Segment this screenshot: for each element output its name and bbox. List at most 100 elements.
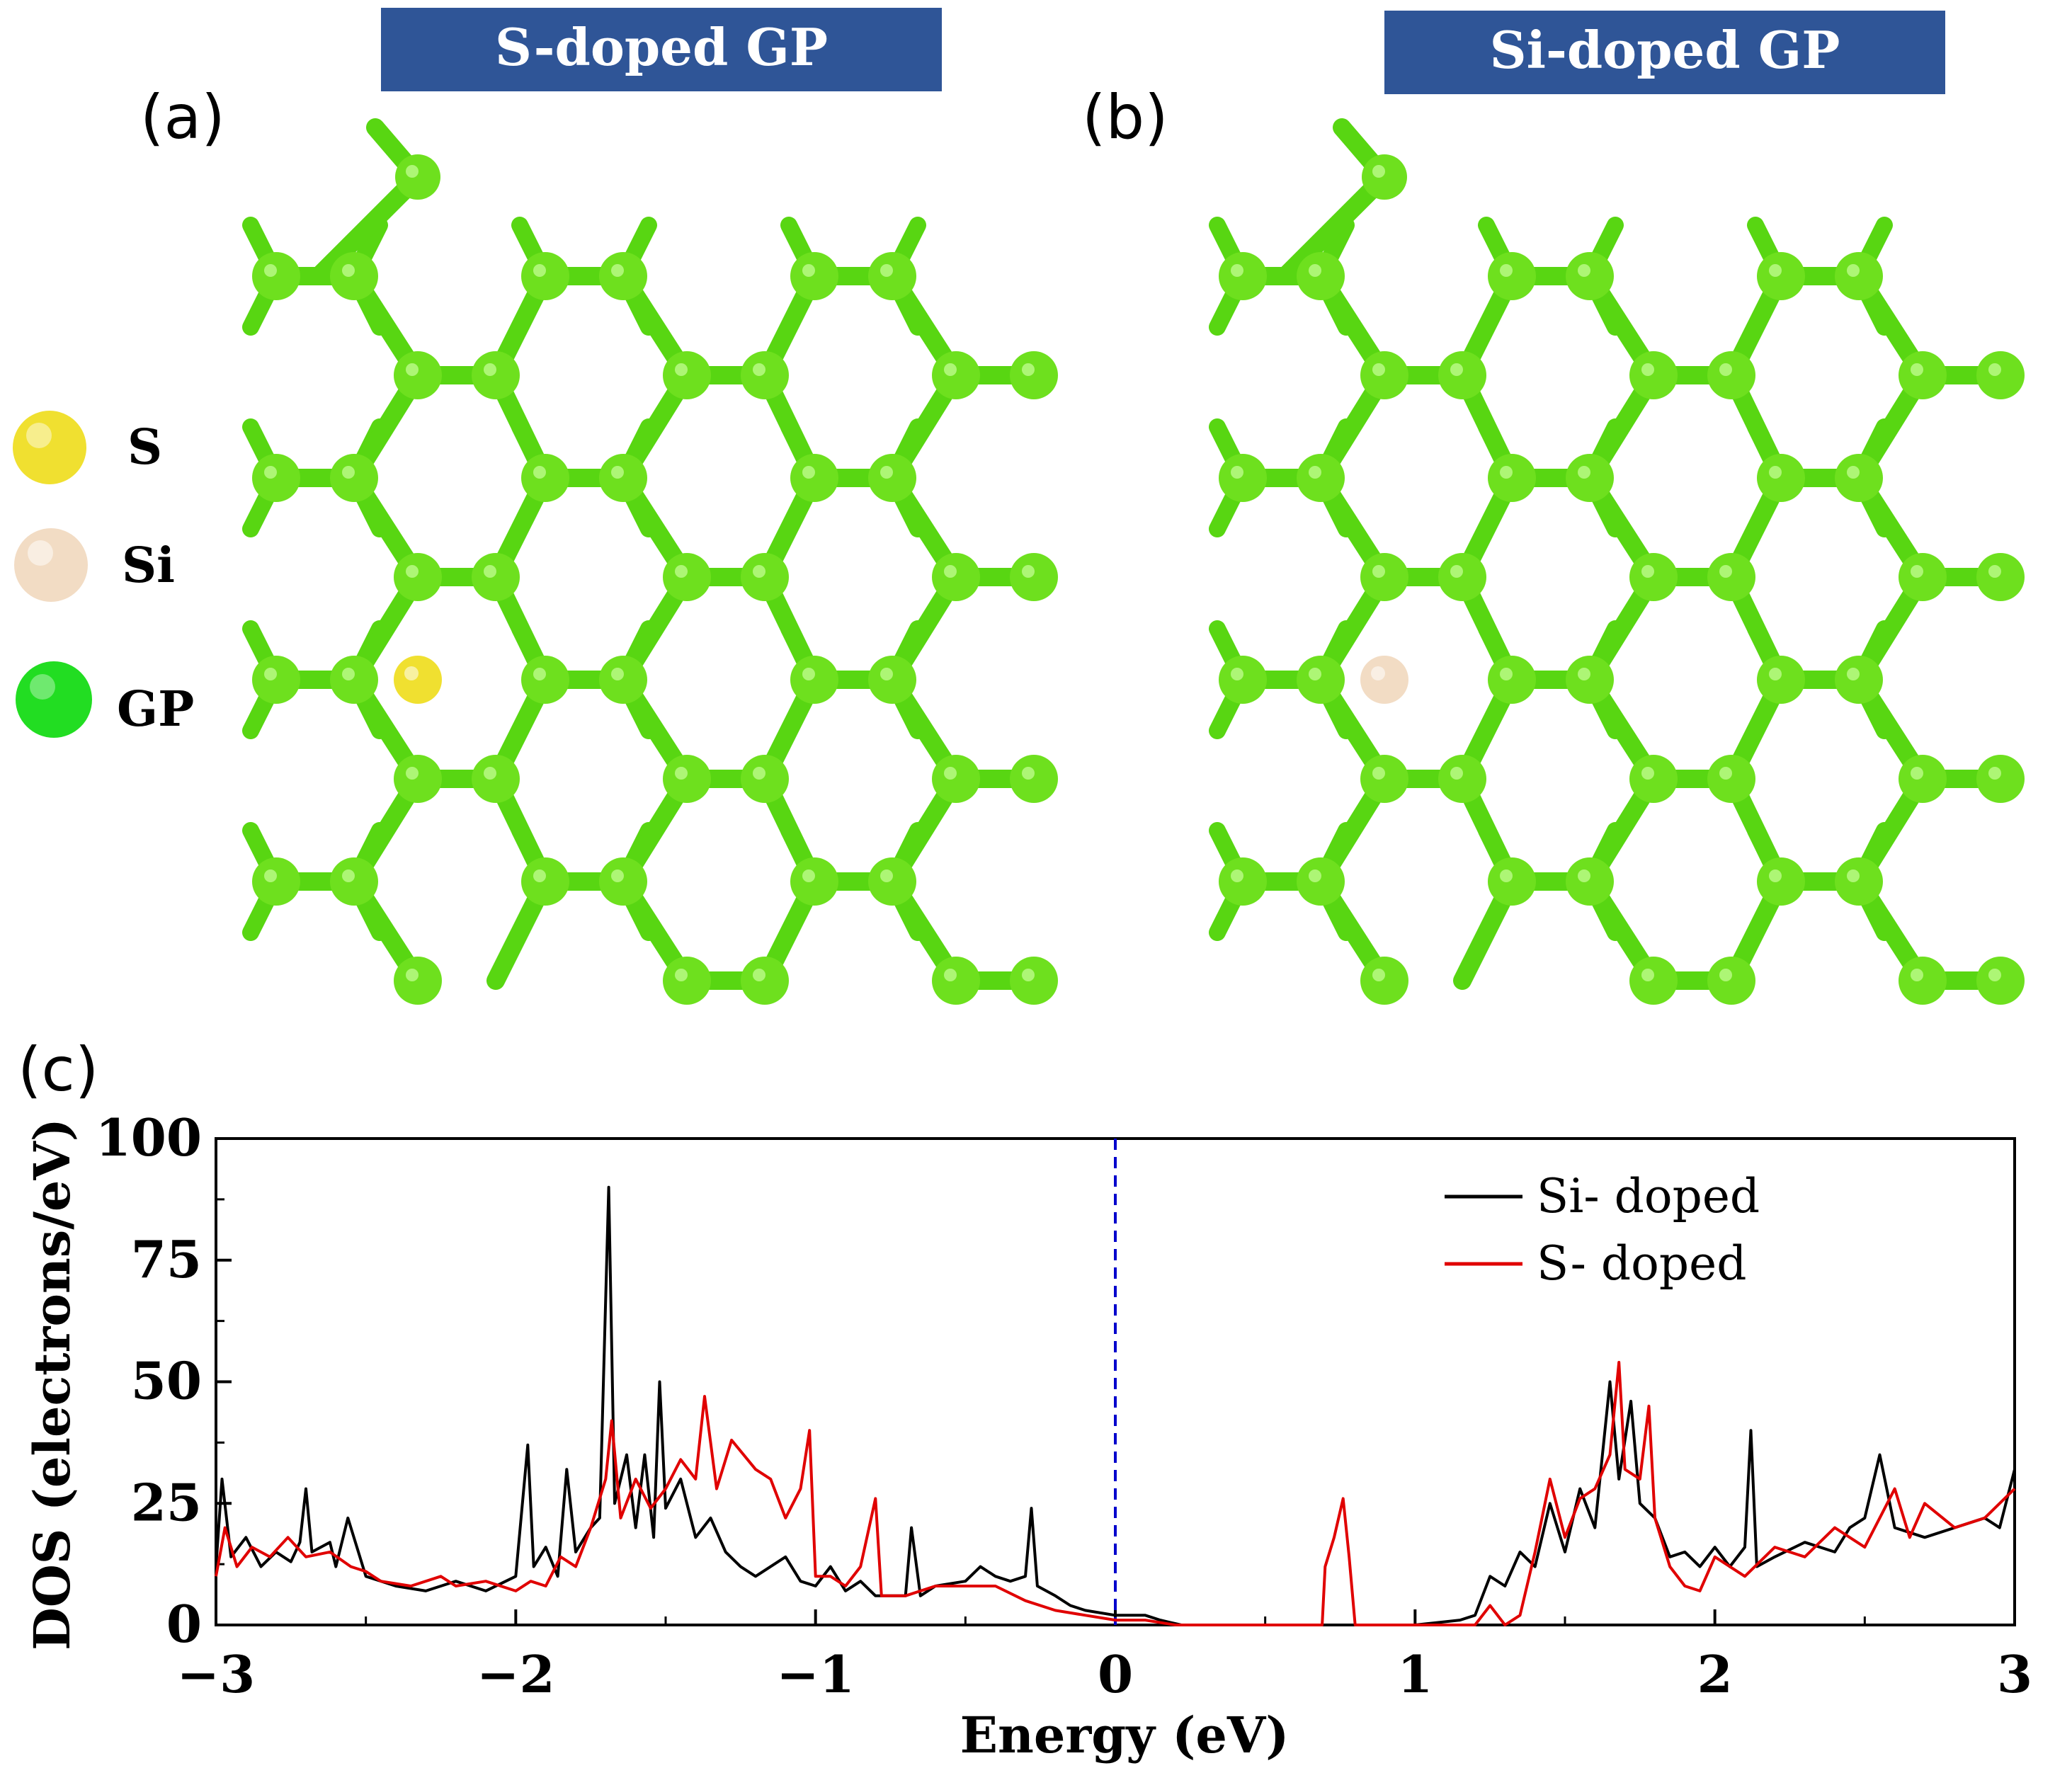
structure-b-atom-highlight	[1500, 466, 1513, 479]
structure-b-bond	[1276, 168, 1394, 285]
structure-b-carbon-atom	[1488, 656, 1536, 704]
structure-b-carbon-atom	[1757, 656, 1805, 704]
y-tick-label: 50	[131, 1351, 202, 1411]
structure-b-atom-highlight	[1641, 565, 1654, 578]
structure-b-carbon-atom	[1835, 454, 1883, 502]
legend-si-atom-highlight	[28, 540, 53, 566]
structure-a-atom-highlight	[802, 869, 815, 882]
structure-a-atom-highlight	[611, 264, 624, 277]
structure-a-carbon-atom	[395, 154, 440, 200]
structure-b-atom-highlight	[1719, 969, 1732, 981]
structure-b-atom-highlight	[1769, 668, 1782, 680]
structure-b-carbon-atom	[1297, 857, 1345, 906]
structure-a-atom-highlight	[802, 668, 815, 680]
structure-b-atom-highlight	[1578, 869, 1590, 882]
structure-b-carbon-atom	[1835, 656, 1883, 704]
structure-a-atom-highlight	[342, 869, 355, 882]
structure-b-atom-highlight	[1372, 363, 1385, 376]
structure-b-atom-highlight	[1231, 466, 1243, 479]
legend-s-doped-label: S- doped	[1537, 1236, 1746, 1291]
structure-b-carbon-atom	[1707, 957, 1755, 1005]
structure-b-atom-highlight	[1769, 869, 1782, 882]
structure-b-carbon-atom	[1976, 351, 2025, 399]
structure-a-carbon-atom	[330, 656, 378, 704]
y-axis-ticks: 0 25 50 75 100	[96, 1107, 232, 1654]
structure-a-atom-highlight	[533, 869, 546, 882]
structure-b-carbon-atom	[1219, 857, 1267, 906]
structure-a-carbon-atom	[521, 454, 569, 502]
structure-a-atom-highlight	[342, 466, 355, 479]
y-tick-label: 75	[131, 1229, 202, 1289]
dos-chart: 0 25 50 75 100 −3 −2 −1 0 1 2 3 Si- doped S- doped…	[23, 1107, 2032, 1764]
structure-a-carbon-atom	[868, 252, 916, 300]
structure-b-atom-highlight	[1988, 767, 2001, 780]
structure-b-carbon-atom	[1707, 755, 1755, 803]
legend-s-atom-highlight	[26, 423, 52, 448]
x-axis-ticks: −3 −2 −1 0 1 2 3	[177, 1609, 2032, 1704]
structure-a-carbon-atom	[472, 553, 520, 601]
structure-b-carbon-atom	[1835, 857, 1883, 906]
structure-a-atom-highlight	[264, 264, 277, 277]
structure-b-carbon-atom	[1899, 957, 1947, 1005]
structure-b-atom-highlight	[1231, 264, 1243, 277]
structure-a-carbon-atom	[252, 857, 300, 906]
banner-a-text: S-doped GP	[495, 17, 828, 77]
structure-b-atom-highlight	[1769, 466, 1782, 479]
structure-a-carbon-atom	[741, 755, 789, 803]
structure-b-carbon-atom	[1629, 957, 1678, 1005]
structure-a-carbon-atom	[932, 351, 980, 399]
structure-b-carbon-atom	[1297, 252, 1345, 300]
legend-gp-label: GP	[117, 681, 194, 738]
structure-b-atom-highlight	[1641, 969, 1654, 981]
structure-b-carbon-atom	[1976, 957, 2025, 1005]
structure-b-atom-highlight	[1372, 565, 1385, 578]
structure-b-atom-highlight	[1372, 969, 1385, 981]
structure-a-carbon-atom	[868, 857, 916, 906]
structure-a-carbon-atom	[1010, 553, 1058, 601]
structure-a-carbon-atom	[521, 252, 569, 300]
x-tick-label: 3	[1997, 1644, 2032, 1704]
structure-b-atom-highlight	[1578, 466, 1590, 479]
structure-a-atom-highlight	[802, 264, 815, 277]
structure-b-dopant-atom	[1360, 656, 1408, 704]
structure-b-atom-highlight	[1719, 767, 1732, 780]
structure-b-carbon-atom	[1899, 755, 1947, 803]
structure-b-atom-highlight	[1847, 264, 1860, 277]
structure-b-carbon-atom	[1488, 252, 1536, 300]
structure-a-carbon-atom	[1010, 755, 1058, 803]
structure-b-carbon-atom	[1566, 656, 1614, 704]
structure-b-carbon-atom	[1566, 857, 1614, 906]
structure-b-carbon-atom	[1629, 351, 1678, 399]
structure-a-atom-highlight	[880, 466, 893, 479]
banner-a	[381, 8, 942, 91]
structure-b-atom-highlight	[1372, 165, 1385, 178]
structure-a-carbon-atom	[521, 656, 569, 704]
structure-b-atom-highlight	[1847, 668, 1860, 680]
structure-b-atom-highlight	[1911, 767, 1923, 780]
structure-a-dopant-atom	[394, 656, 442, 704]
structure-a-atom-highlight	[484, 767, 496, 780]
legend-gp-atom	[16, 661, 92, 738]
structure-a-atom-highlight	[406, 565, 419, 578]
structure-a-carbon-atom	[252, 656, 300, 704]
structure-a-carbon-atom	[663, 755, 711, 803]
structure-a-atom-highlight	[880, 264, 893, 277]
structure-b-carbon-atom	[1297, 656, 1345, 704]
structure-b-carbon-atom	[1297, 454, 1345, 502]
structure-a-atom-highlight	[406, 165, 419, 178]
structure-a-atom-highlight	[264, 668, 277, 680]
structure-a-carbon-atom	[932, 957, 980, 1005]
structure-b-atom-highlight	[1719, 363, 1732, 376]
structure-b-carbon-atom	[1488, 454, 1536, 502]
dos-legend: Si- doped S- doped	[1445, 1169, 1760, 1291]
structure-a-carbon-atom	[252, 252, 300, 300]
structure-a-carbon-atom	[1010, 351, 1058, 399]
structure-b-carbon-atom	[1360, 957, 1408, 1005]
structure-b-atom-highlight	[1309, 668, 1321, 680]
structure-a-carbon-atom	[330, 252, 378, 300]
structure-a-atom-highlight	[753, 969, 765, 981]
structure-a-atom-highlight	[944, 767, 957, 780]
structure-a-carbon-atom	[330, 857, 378, 906]
legend-si-doped-label: Si- doped	[1537, 1169, 1760, 1224]
